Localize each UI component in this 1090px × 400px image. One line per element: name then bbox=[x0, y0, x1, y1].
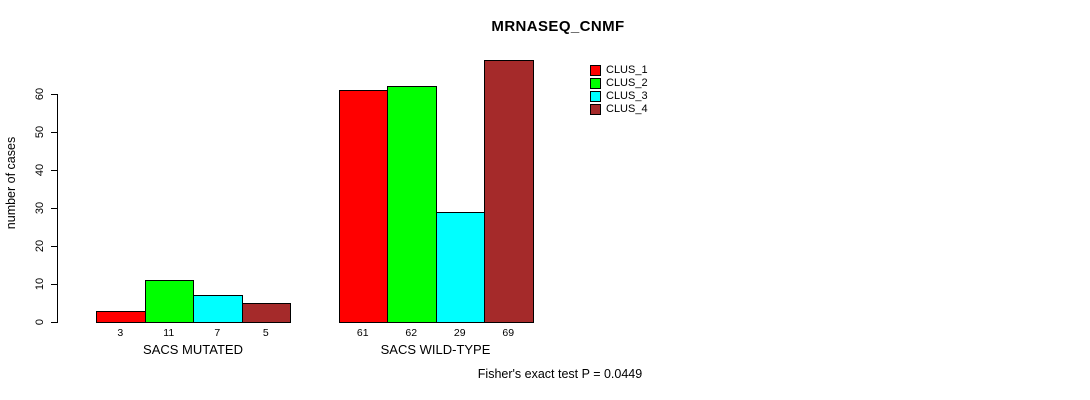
bar-clus_4-group1 bbox=[241, 303, 291, 323]
legend-label: CLUS_4 bbox=[606, 102, 648, 115]
bar-clus_3-group2 bbox=[435, 211, 485, 323]
y-axis-tick-label: 20 bbox=[34, 239, 46, 253]
y-axis-line bbox=[57, 94, 58, 323]
legend-item: CLUS_1 bbox=[590, 64, 648, 76]
y-axis-tick bbox=[51, 169, 57, 171]
chart-title: MRNASEQ_CNMF bbox=[491, 18, 625, 35]
y-axis-tick bbox=[51, 321, 57, 323]
bar-value-label: 5 bbox=[262, 327, 269, 339]
legend-item: CLUS_3 bbox=[590, 90, 648, 102]
legend: CLUS_1 CLUS_2 CLUS_3 CLUS_4 bbox=[590, 64, 648, 116]
y-axis-tick bbox=[51, 283, 57, 285]
legend-item: CLUS_2 bbox=[590, 77, 648, 89]
fisher-test-note: Fisher's exact test P = 0.0449 bbox=[477, 367, 643, 381]
y-axis-tick bbox=[51, 93, 57, 95]
legend-label: CLUS_2 bbox=[606, 76, 648, 89]
y-axis-tick bbox=[51, 131, 57, 133]
bar-value-label: 29 bbox=[453, 327, 466, 339]
y-axis-tick-label: 40 bbox=[34, 163, 46, 177]
y-axis-tick-label: 0 bbox=[34, 318, 46, 326]
bar-clus_4-group2 bbox=[484, 59, 534, 323]
y-axis-tick-label: 10 bbox=[34, 277, 46, 291]
y-axis-tick-label: 60 bbox=[34, 87, 46, 101]
bar-value-label: 11 bbox=[163, 327, 175, 339]
legend-swatch bbox=[590, 90, 601, 102]
legend-swatch bbox=[590, 103, 601, 115]
y-axis-tick bbox=[51, 245, 57, 247]
bar-value-label: 3 bbox=[117, 327, 124, 339]
bar-value-label: 69 bbox=[502, 327, 515, 339]
bar-value-label: 7 bbox=[214, 327, 221, 339]
bar-value-label: 62 bbox=[405, 327, 418, 339]
legend-item: CLUS_4 bbox=[590, 103, 648, 115]
legend-label: CLUS_1 bbox=[606, 63, 648, 76]
bar-clus_1-group1 bbox=[96, 310, 146, 323]
bar-value-label: 61 bbox=[356, 327, 369, 339]
bar-clus_2-group2 bbox=[387, 86, 437, 323]
legend-swatch bbox=[590, 77, 601, 89]
legend-swatch bbox=[590, 64, 601, 76]
bar-clus_1-group2 bbox=[338, 90, 388, 323]
y-axis-tick bbox=[51, 207, 57, 209]
y-axis-tick-label: 50 bbox=[34, 125, 46, 139]
legend-label: CLUS_3 bbox=[606, 89, 648, 102]
bar-clus_2-group1 bbox=[144, 280, 194, 323]
bar-clus_3-group1 bbox=[193, 295, 243, 323]
x-group-label: SACS MUTATED bbox=[143, 342, 243, 357]
x-group-label: SACS WILD-TYPE bbox=[380, 342, 491, 357]
y-axis-tick-label: 30 bbox=[34, 201, 46, 215]
